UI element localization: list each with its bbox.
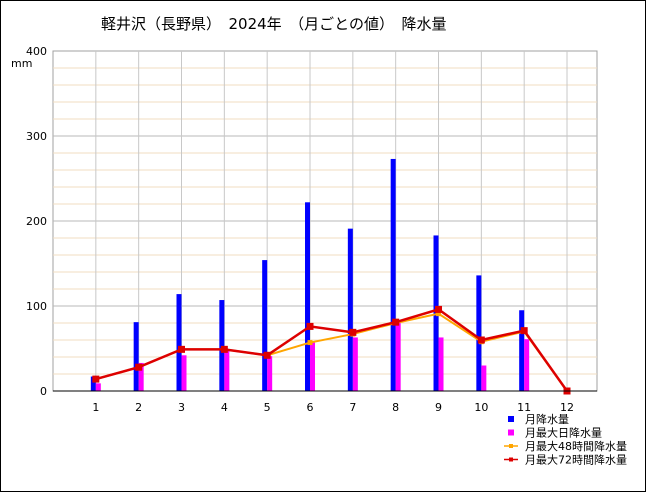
bar-monthly-max-daily (481, 365, 487, 391)
x-tick-label: 2 (135, 401, 142, 414)
legend-swatch-marker (509, 444, 513, 448)
point-monthly-max-72h (178, 345, 186, 353)
bar-monthly-total (347, 228, 353, 391)
point-monthly-max-72h (263, 351, 271, 359)
x-tick-label: 12 (560, 401, 574, 414)
point-monthly-max-72h (220, 345, 228, 353)
legend-swatch-bar (508, 416, 514, 422)
bar-monthly-max-daily (395, 323, 401, 391)
x-tick-label: 11 (517, 401, 531, 414)
y-tick-label: 300 (26, 130, 47, 143)
bar-monthly-max-daily (181, 355, 187, 391)
legend-label: 月最大72時間降水量 (525, 453, 627, 467)
point-monthly-max-72h (306, 322, 314, 330)
x-tick-label: 3 (178, 401, 185, 414)
point-monthly-max-48h (436, 311, 442, 317)
bar-monthly-max-daily (524, 339, 530, 391)
x-tick-label: 6 (307, 401, 314, 414)
legend-swatch-marker (509, 457, 513, 462)
x-tick-label: 7 (349, 401, 356, 414)
bar-monthly-total (305, 202, 311, 391)
bar-monthly-max-daily (310, 342, 316, 391)
point-monthly-max-72h (392, 318, 400, 326)
x-tick-label: 9 (435, 401, 442, 414)
x-tick-label: 4 (221, 401, 228, 414)
y-tick-label: 0 (40, 385, 47, 398)
lines-layer (92, 305, 571, 395)
point-monthly-max-72h (92, 375, 100, 383)
point-monthly-max-72h (435, 305, 443, 313)
bar-monthly-total (476, 275, 482, 391)
point-monthly-max-72h (520, 327, 528, 335)
x-tick-label: 8 (392, 401, 399, 414)
y-axis-label: mm (11, 57, 32, 70)
legend-label: 月降水量 (525, 412, 569, 426)
legend-label: 月最大48時間降水量 (525, 439, 627, 453)
y-tick-label: 100 (26, 300, 47, 313)
line-monthly-max-72h (95, 308, 569, 392)
bar-monthly-total (90, 376, 96, 391)
bar-monthly-max-daily (438, 337, 444, 391)
bar-monthly-max-daily (224, 351, 230, 391)
point-monthly-max-72h (477, 336, 485, 344)
y-tick-label: 200 (26, 215, 47, 228)
point-monthly-max-72h (135, 363, 143, 371)
bar-monthly-max-daily (138, 362, 144, 391)
x-tick-label: 1 (92, 401, 99, 414)
y-tick-label: 400 (26, 45, 47, 58)
bar-monthly-max-daily (352, 337, 358, 391)
legend-swatch-bar (508, 429, 514, 436)
bar-monthly-max-daily (267, 356, 273, 391)
point-monthly-max-48h (307, 340, 313, 346)
chart-title: 軽井沢（長野県） 2024年 （月ごとの値） 降水量 (101, 15, 447, 33)
x-tick-label: 5 (264, 401, 271, 414)
bar-monthly-total (519, 310, 525, 391)
bar-monthly-total (133, 322, 139, 391)
bar-monthly-total (390, 158, 396, 391)
grid-layer (52, 50, 598, 392)
bar-monthly-total (176, 294, 182, 391)
bar-monthly-total (262, 260, 268, 391)
bar-monthly-max-daily (95, 383, 101, 391)
x-tick-label: 10 (474, 401, 488, 414)
bar-monthly-total (219, 300, 225, 391)
legend-label: 月最大日降水量 (525, 426, 602, 440)
point-monthly-max-72h (349, 328, 357, 336)
